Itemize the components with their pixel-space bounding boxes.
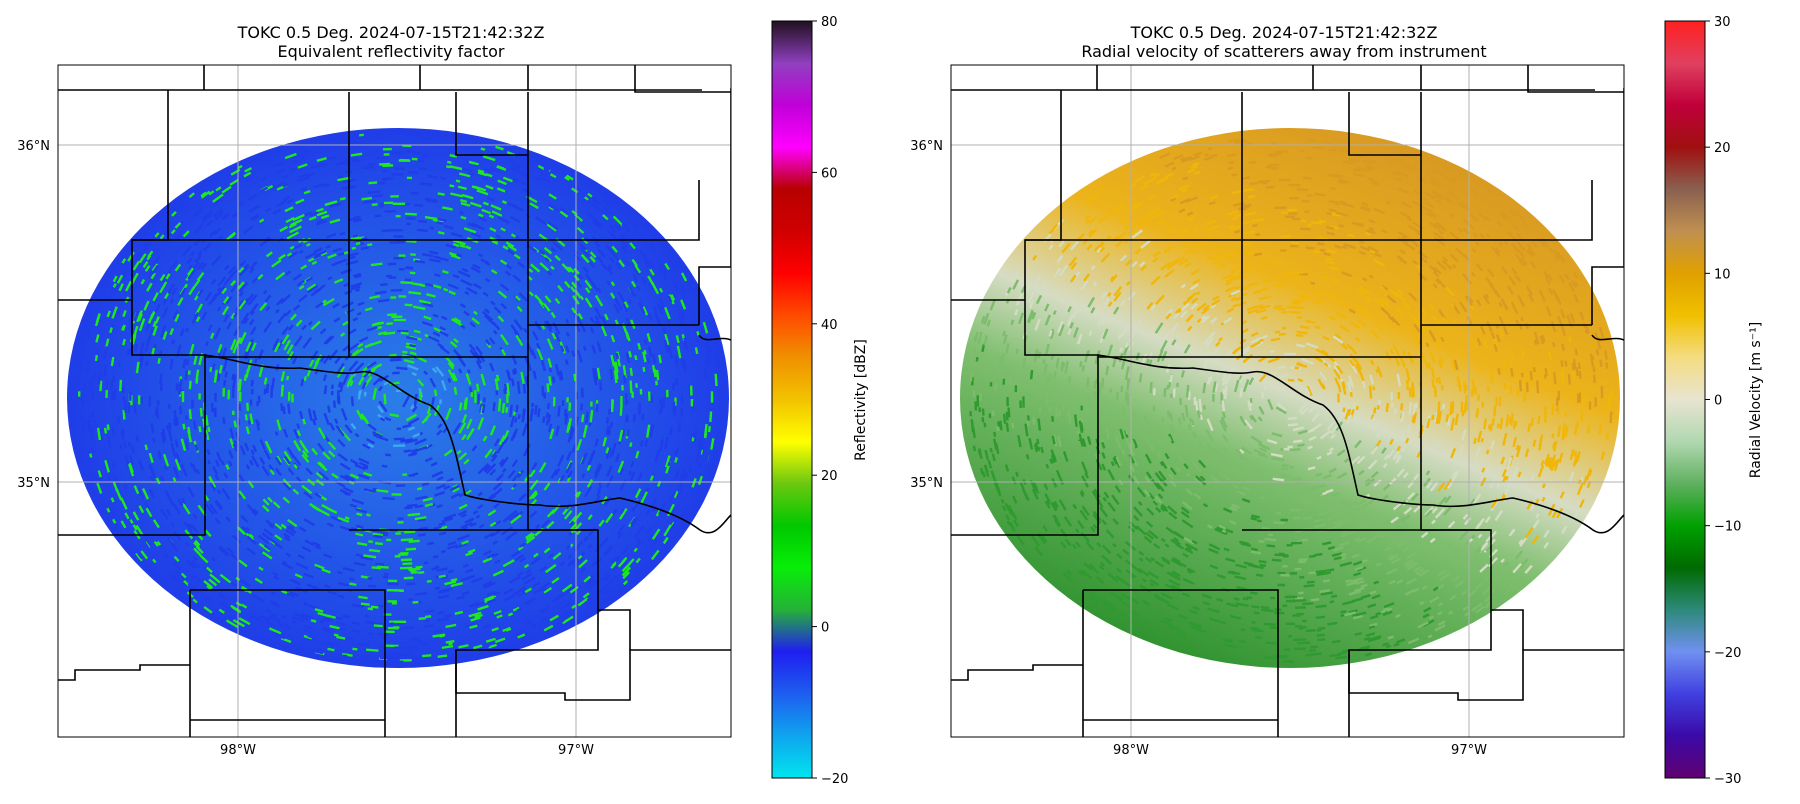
left-map-panel: TOKC 0.5 Deg. 2024-07-15T21:42:32Z Equiv… <box>17 23 732 758</box>
velocity-echo-area <box>960 128 1620 668</box>
velocity-colorbar-tick-label: 20 <box>1714 141 1731 156</box>
velocity-colorbar-label: Radial Velocity [m s⁻¹] <box>1748 322 1764 478</box>
left-lat-label-35: 35°N <box>17 476 50 491</box>
right-lon-label-98: 98°W <box>1113 743 1149 758</box>
right-map-frame <box>950 64 1625 738</box>
left-lon-label-97: 97°W <box>558 743 594 758</box>
velocity-colorbar-tick-label: 30 <box>1714 15 1731 30</box>
reflectivity-colorbar-ramp <box>771 20 813 779</box>
velocity-colorbar-tick-label: −20 <box>1714 646 1741 661</box>
velocity-colorbar-ticks: 30 20 10 0 −10 −20 −30 <box>1705 15 1741 787</box>
left-lon-label-98: 98°W <box>220 743 256 758</box>
reflectivity-colorbar-tick-label: 0 <box>821 621 829 636</box>
velocity-speckle <box>969 134 1613 663</box>
right-title-line1: TOKC 0.5 Deg. 2024-07-15T21:42:32Z <box>1130 23 1438 42</box>
velocity-colorbar-tick-label: −10 <box>1714 520 1741 535</box>
left-title-line2: Equivalent reflectivity factor <box>277 42 504 61</box>
velocity-colorbar-tick-label: 0 <box>1714 394 1722 409</box>
right-lat-label-35: 35°N <box>910 476 943 491</box>
reflectivity-colorbar-tick-label: 60 <box>821 166 838 181</box>
left-title-line1: TOKC 0.5 Deg. 2024-07-15T21:42:32Z <box>237 23 545 42</box>
right-lat-label-36: 36°N <box>910 139 943 154</box>
left-map-frame <box>57 64 732 738</box>
reflectivity-colorbar-tick-label: 40 <box>821 318 838 333</box>
reflectivity-echo-area <box>67 128 729 668</box>
reflectivity-colorbar-tick-label: 20 <box>821 469 838 484</box>
reflectivity-colorbar-tick-label: 80 <box>821 15 838 30</box>
velocity-colorbar-tick-label: −30 <box>1714 772 1741 787</box>
right-title-line2: Radial velocity of scatterers away from … <box>1081 42 1486 61</box>
right-lon-label-97: 97°W <box>1451 743 1487 758</box>
reflectivity-colorbar: 80 60 40 20 0 −20 Reflectivity [dBZ] <box>771 15 869 787</box>
reflectivity-colorbar-tick-label: −20 <box>821 772 848 787</box>
left-lat-label-36: 36°N <box>17 139 50 154</box>
velocity-colorbar-tick-label: 10 <box>1714 267 1731 282</box>
right-map-panel: TOKC 0.5 Deg. 2024-07-15T21:42:32Z Radia… <box>910 23 1625 758</box>
right-boundaries <box>951 65 1624 737</box>
reflectivity-speckle <box>72 133 722 663</box>
left-gridlines <box>58 65 731 737</box>
right-gridlines <box>951 65 1624 737</box>
left-boundaries <box>58 65 731 737</box>
velocity-colorbar-ramp <box>1664 20 1706 779</box>
reflectivity-colorbar-label: Reflectivity [dBZ] <box>853 339 869 461</box>
reflectivity-colorbar-ticks: 80 60 40 20 0 −20 <box>812 15 848 787</box>
velocity-colorbar: 30 20 10 0 −10 −20 −30 Radial Velocity [m s⁻¹] <box>1664 15 1764 787</box>
